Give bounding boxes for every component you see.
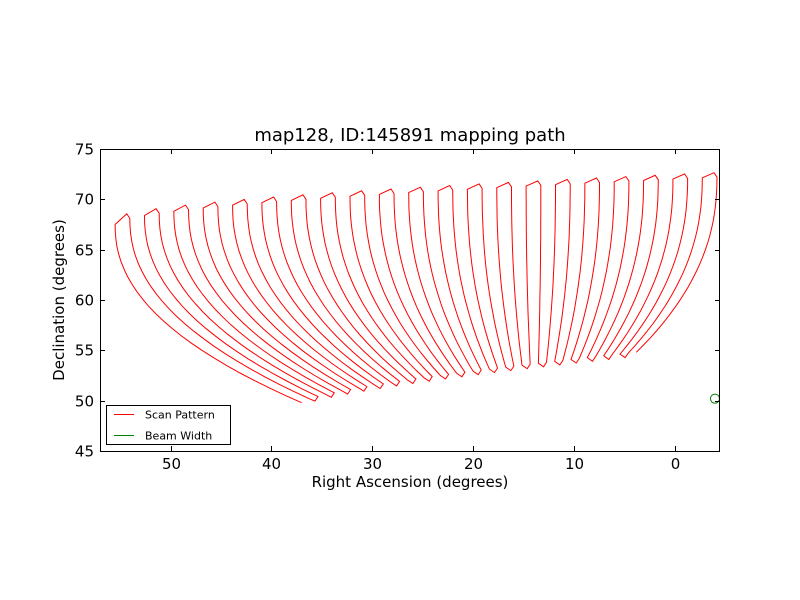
legend-label-beam-width: Beam Width (145, 430, 212, 443)
x-tick-label: 30 (363, 455, 382, 473)
x-axis-label: Right Ascension (degrees) (312, 473, 509, 491)
y-axis-ticks: 45 50 55 60 65 70 75 (75, 141, 720, 461)
chart-title: map128, ID:145891 mapping path (254, 125, 565, 146)
x-tick-label: 50 (162, 455, 181, 473)
y-axis-label: Declination (degrees) (50, 219, 68, 381)
y-tick-label: 45 (75, 443, 94, 461)
y-tick-label: 70 (75, 191, 94, 209)
y-tick-label: 75 (75, 141, 94, 159)
x-tick-label: 10 (565, 455, 584, 473)
y-tick-label: 50 (75, 393, 94, 411)
scan-pattern-line (114, 172, 718, 404)
series-layer (114, 172, 720, 404)
y-tick-label: 55 (75, 342, 94, 360)
legend-label-scan-pattern: Scan Pattern (145, 409, 215, 422)
x-axis-ticks: 50 40 30 20 10 0 (162, 149, 680, 473)
legend: Scan Pattern Beam Width (106, 405, 231, 445)
y-tick-label: 60 (75, 292, 94, 310)
plot-area (114, 172, 720, 404)
y-tick-label: 65 (75, 242, 94, 260)
x-tick-label: 40 (262, 455, 281, 473)
x-tick-label: 20 (464, 455, 483, 473)
legend-box (106, 405, 231, 445)
x-tick-label: 0 (671, 455, 681, 473)
